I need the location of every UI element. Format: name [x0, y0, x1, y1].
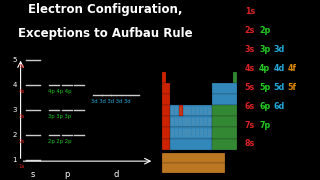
Text: 3s: 3s	[245, 45, 255, 54]
Bar	[192, 118, 195, 126]
Bar	[170, 105, 212, 116]
Bar	[183, 118, 187, 126]
Text: 7p: 7p	[259, 120, 270, 129]
Bar	[171, 118, 174, 126]
Text: 1: 1	[12, 157, 17, 163]
Text: 4s: 4s	[18, 89, 25, 94]
Bar	[212, 116, 237, 127]
Text: 5d: 5d	[273, 83, 284, 92]
Bar	[187, 118, 191, 126]
Bar	[200, 129, 203, 137]
Bar	[208, 118, 212, 126]
Bar	[192, 107, 195, 115]
Text: 4d: 4d	[273, 64, 284, 73]
Text: 6p: 6p	[259, 102, 270, 111]
Bar	[196, 129, 199, 137]
Bar	[175, 129, 178, 137]
Bar	[171, 129, 174, 137]
Text: 3d 3d 3d 3d 3d: 3d 3d 3d 3d 3d	[92, 98, 131, 104]
Text: 3s: 3s	[18, 114, 25, 119]
Bar	[179, 118, 182, 126]
Bar	[212, 94, 237, 105]
Text: Exceptions to Aufbau Rule: Exceptions to Aufbau Rule	[18, 27, 192, 40]
Text: 4p 4p 4p: 4p 4p 4p	[48, 89, 71, 94]
Bar	[208, 107, 212, 115]
Bar	[162, 127, 170, 139]
Bar	[212, 127, 237, 139]
Bar	[162, 163, 225, 173]
Bar	[183, 107, 187, 115]
Text: 1s: 1s	[18, 164, 25, 169]
Text: Electron Configuration,: Electron Configuration,	[28, 3, 182, 16]
Bar	[162, 152, 225, 163]
Bar	[170, 139, 212, 150]
Bar	[204, 107, 207, 115]
Text: 4s: 4s	[245, 64, 255, 73]
Bar	[183, 129, 187, 137]
Text: 2s: 2s	[245, 26, 255, 35]
Bar	[162, 105, 170, 116]
Bar	[204, 118, 207, 126]
Bar	[196, 118, 199, 126]
Text: 2: 2	[12, 132, 17, 138]
Bar	[200, 107, 203, 115]
Bar	[208, 129, 212, 137]
Bar	[179, 129, 182, 137]
Bar	[187, 107, 191, 115]
Bar	[192, 129, 195, 137]
Bar	[162, 72, 166, 83]
Text: 5s: 5s	[245, 83, 255, 92]
Text: 3p: 3p	[259, 45, 270, 54]
Bar	[170, 116, 212, 127]
Text: 2s: 2s	[18, 139, 25, 144]
Text: 5p: 5p	[259, 83, 270, 92]
Bar	[162, 83, 170, 94]
Text: 6s: 6s	[245, 102, 255, 111]
Bar	[204, 129, 207, 137]
Bar	[212, 139, 237, 150]
Text: 5f: 5f	[288, 83, 297, 92]
Bar	[179, 107, 182, 115]
Bar	[162, 139, 170, 150]
Text: 8s: 8s	[245, 140, 255, 148]
Text: 5: 5	[12, 57, 17, 63]
Text: p: p	[64, 170, 69, 179]
Text: 5s: 5s	[18, 64, 25, 69]
Text: 3p 3p 3p: 3p 3p 3p	[48, 114, 71, 119]
Bar	[175, 107, 178, 115]
Text: 6d: 6d	[273, 102, 284, 111]
Bar	[175, 118, 178, 126]
Bar	[162, 116, 170, 127]
Bar	[233, 72, 237, 83]
Text: 3: 3	[12, 107, 17, 113]
Text: 4f: 4f	[288, 64, 297, 73]
Bar	[212, 83, 237, 94]
Text: 2p: 2p	[259, 26, 270, 35]
Text: 3d: 3d	[273, 45, 284, 54]
Bar	[200, 118, 203, 126]
Text: 1s: 1s	[245, 7, 255, 16]
Text: 4p: 4p	[259, 64, 270, 73]
Text: s: s	[31, 170, 35, 179]
Bar	[179, 105, 183, 116]
Bar	[171, 107, 174, 115]
Text: d: d	[113, 170, 118, 179]
Text: 7s: 7s	[245, 120, 255, 129]
Text: 4: 4	[12, 82, 17, 88]
Bar	[187, 129, 191, 137]
Bar	[196, 107, 199, 115]
Bar	[162, 94, 170, 105]
Bar	[170, 127, 212, 139]
Text: 2p 2p 2p: 2p 2p 2p	[48, 139, 71, 144]
Bar	[212, 105, 237, 116]
